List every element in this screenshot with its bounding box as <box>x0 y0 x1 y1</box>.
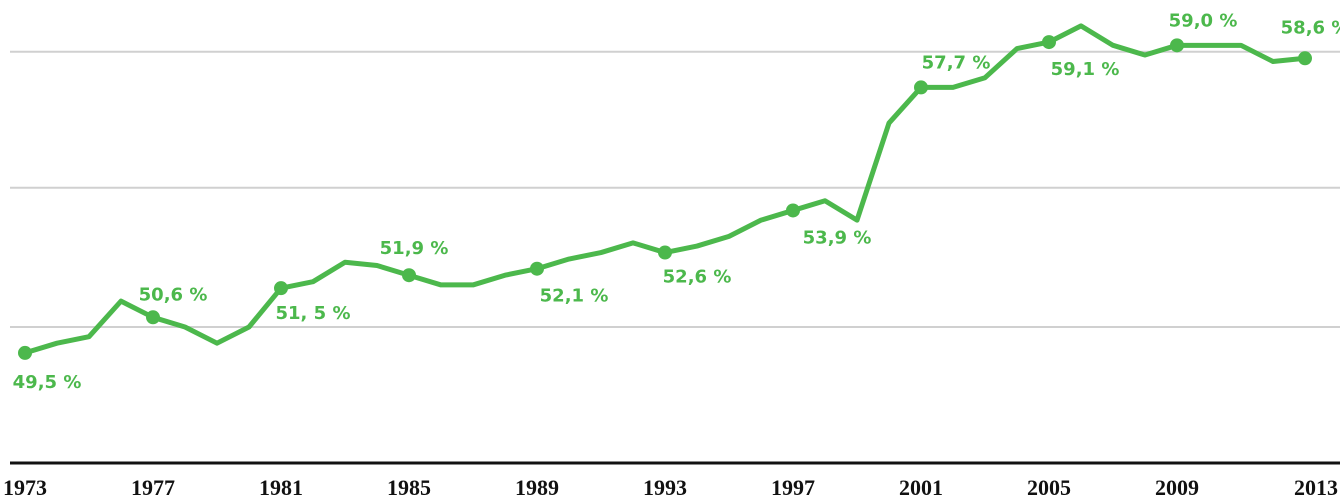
x-tick-label: 1993 <box>643 475 687 500</box>
value-label: 59,1 % <box>1051 59 1120 80</box>
x-tick-label: 2009 <box>1155 475 1199 500</box>
x-tick-label: 1997 <box>771 475 815 500</box>
value-label: 59,0 % <box>1169 10 1238 31</box>
x-tick-label: 1977 <box>131 475 175 500</box>
point <box>274 281 288 296</box>
point <box>1042 35 1056 50</box>
value-label: 51,9 % <box>380 238 449 259</box>
x-tick-label: 1989 <box>515 475 559 500</box>
value-label: 53,9 % <box>803 227 872 248</box>
value-label: 58,6 % <box>1281 17 1340 38</box>
point <box>530 261 544 276</box>
point <box>914 80 928 95</box>
value-label: 57,7 % <box>922 52 991 73</box>
value-label: 49,5 % <box>13 372 82 393</box>
value-label: 52,1 % <box>540 286 609 307</box>
point <box>402 268 416 283</box>
value-label: 50,6 % <box>139 284 208 305</box>
x-tick-label: 2001 <box>899 475 943 500</box>
x-tick-label: 2013 <box>1294 475 1338 500</box>
point <box>1298 51 1312 66</box>
point <box>1170 38 1184 53</box>
x-tick-label: 2005 <box>1027 475 1071 500</box>
x-tick-label: 1985 <box>387 475 431 500</box>
x-tick-label: 1981 <box>259 475 303 500</box>
point <box>658 245 672 260</box>
value-label: 51, 5 % <box>276 303 351 324</box>
point <box>786 203 800 218</box>
point <box>18 345 32 360</box>
point <box>146 310 160 325</box>
value-label: 52,6 % <box>663 267 732 288</box>
x-tick-label: 1973 <box>3 475 47 500</box>
